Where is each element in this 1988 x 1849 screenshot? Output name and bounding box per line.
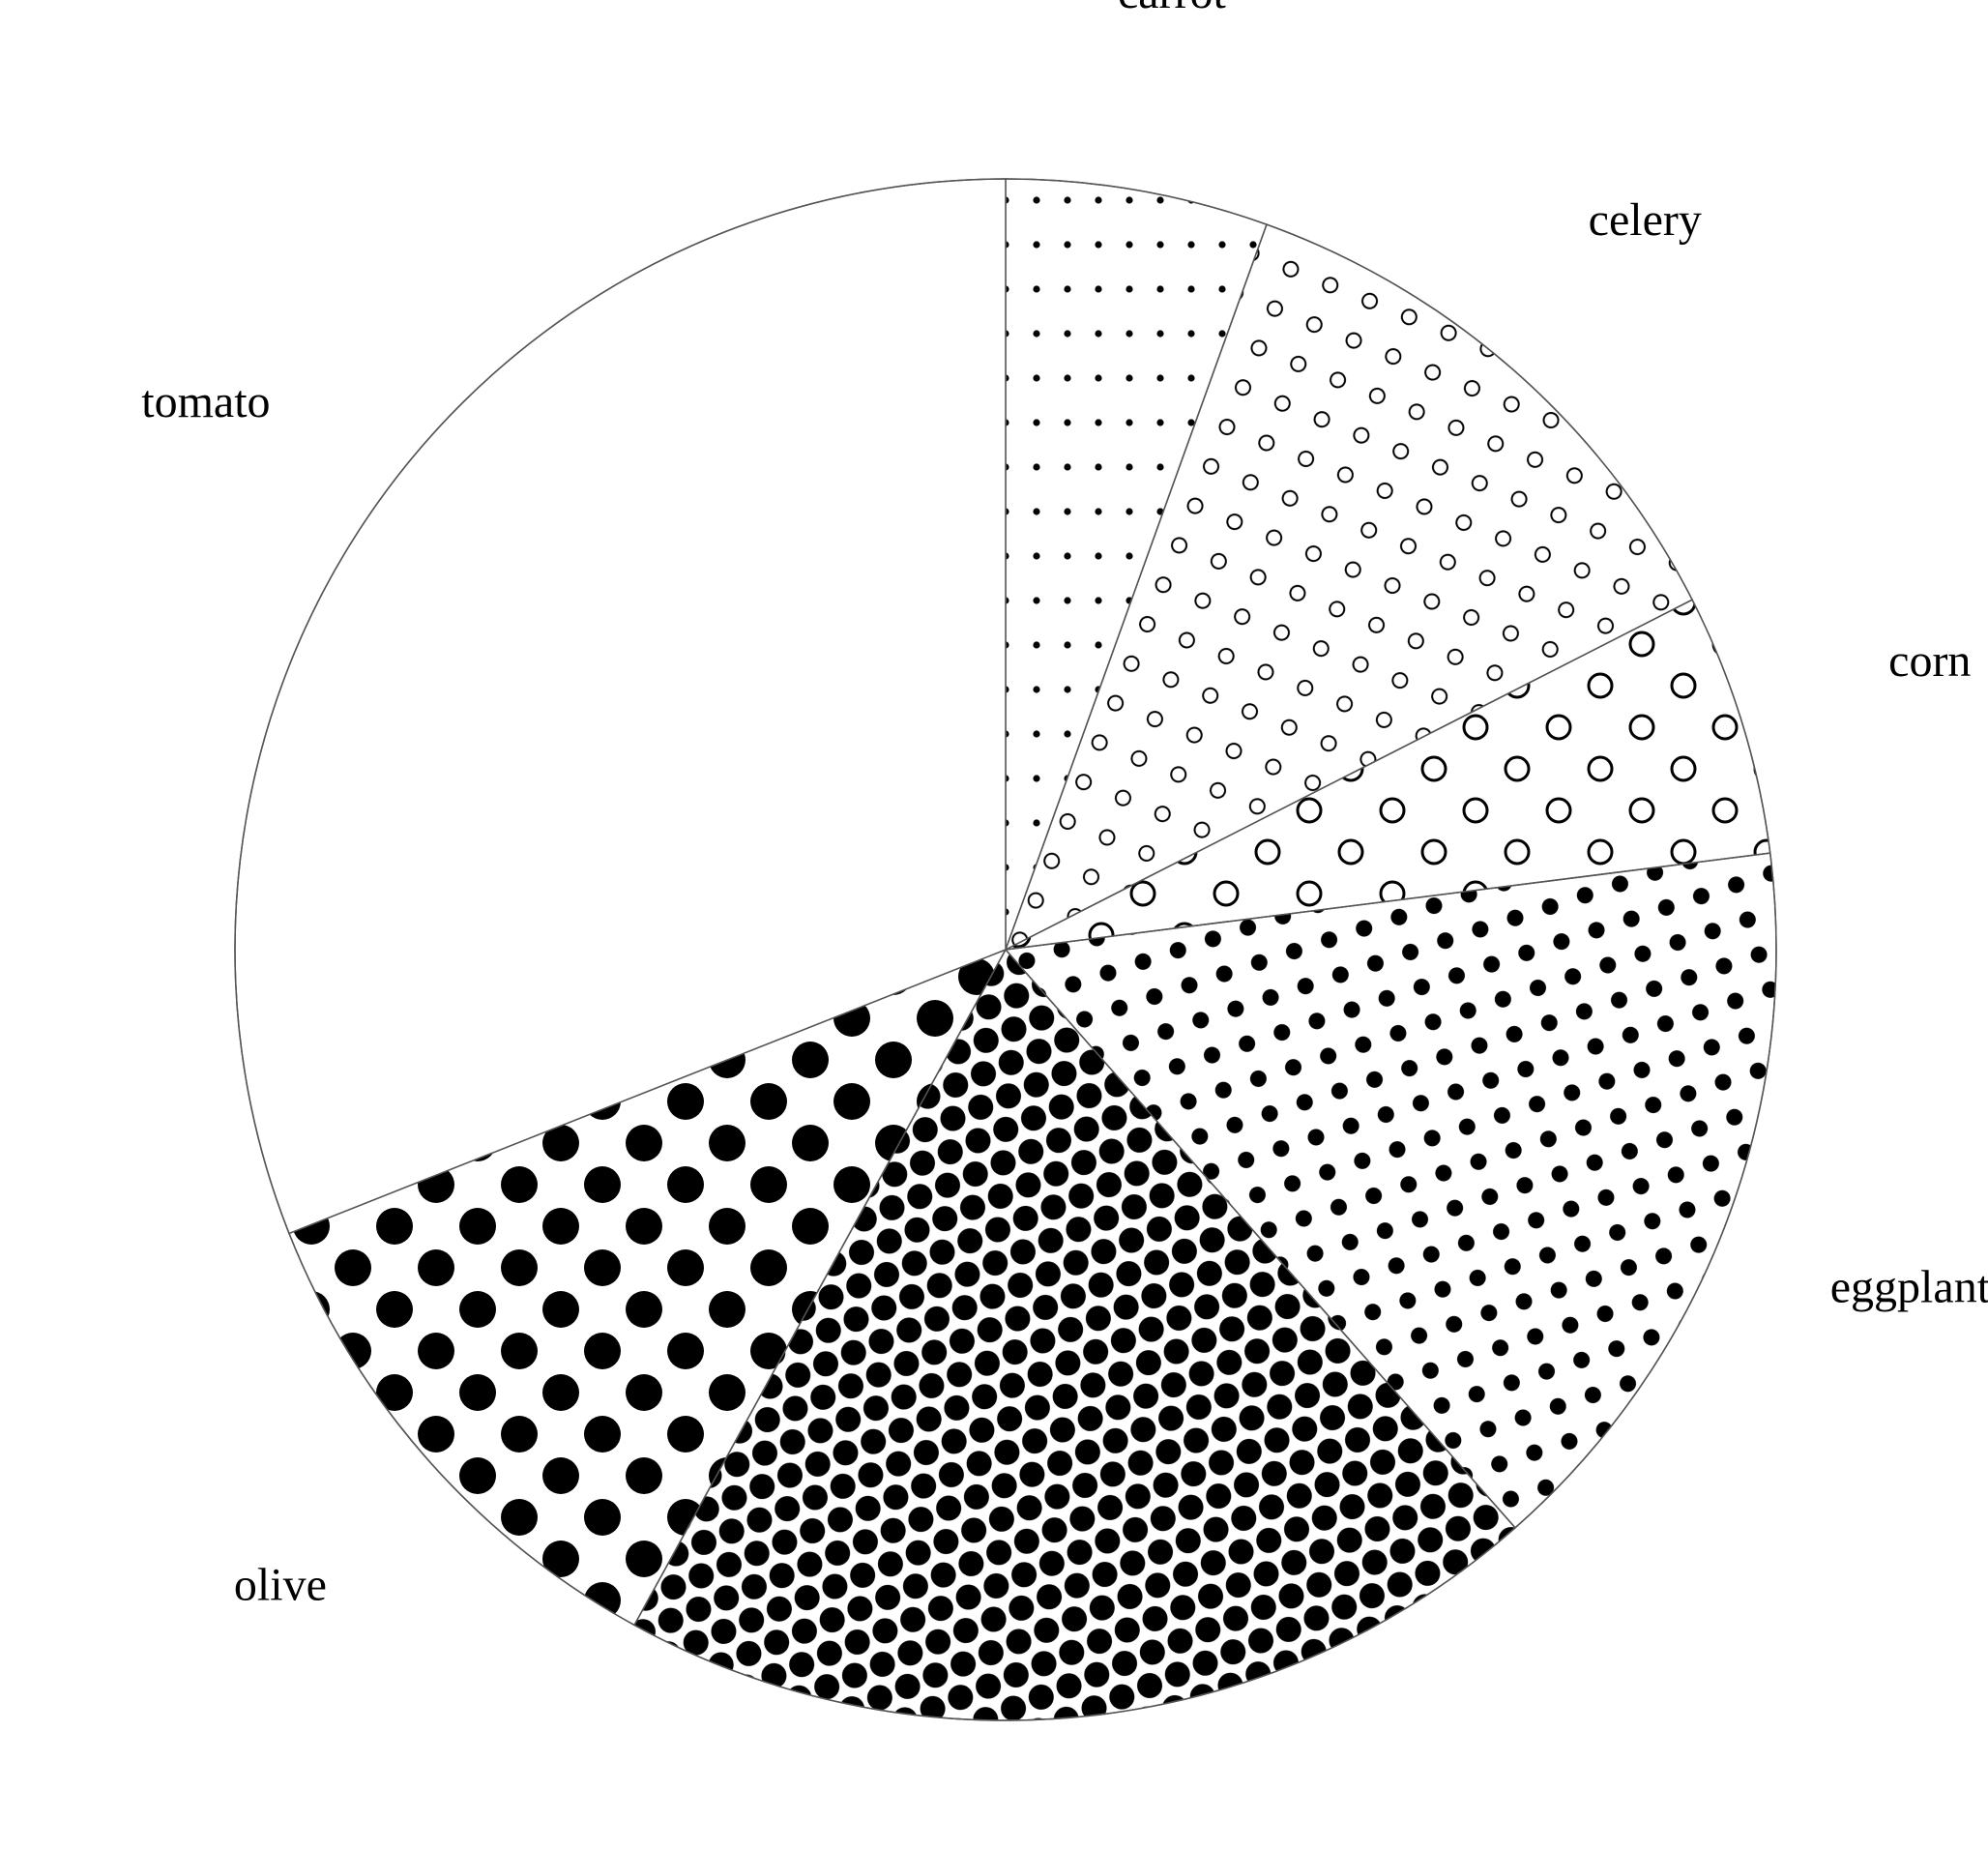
pie-label-corn: corn (1888, 635, 1971, 687)
pie-label-celery: celery (1589, 194, 1702, 246)
pie-label-eggplant: eggplant (1830, 1262, 1988, 1313)
pie-label-carrot: carrot (1118, 0, 1227, 18)
pie-labels: carrotcelerycorneggplantmushroomolivetom… (141, 0, 1988, 1610)
pie-outline (234, 178, 1777, 1721)
pie-slices (234, 178, 1777, 1721)
pie-label-tomato: tomato (141, 376, 270, 427)
pie-label-olive: olive (234, 1559, 327, 1610)
